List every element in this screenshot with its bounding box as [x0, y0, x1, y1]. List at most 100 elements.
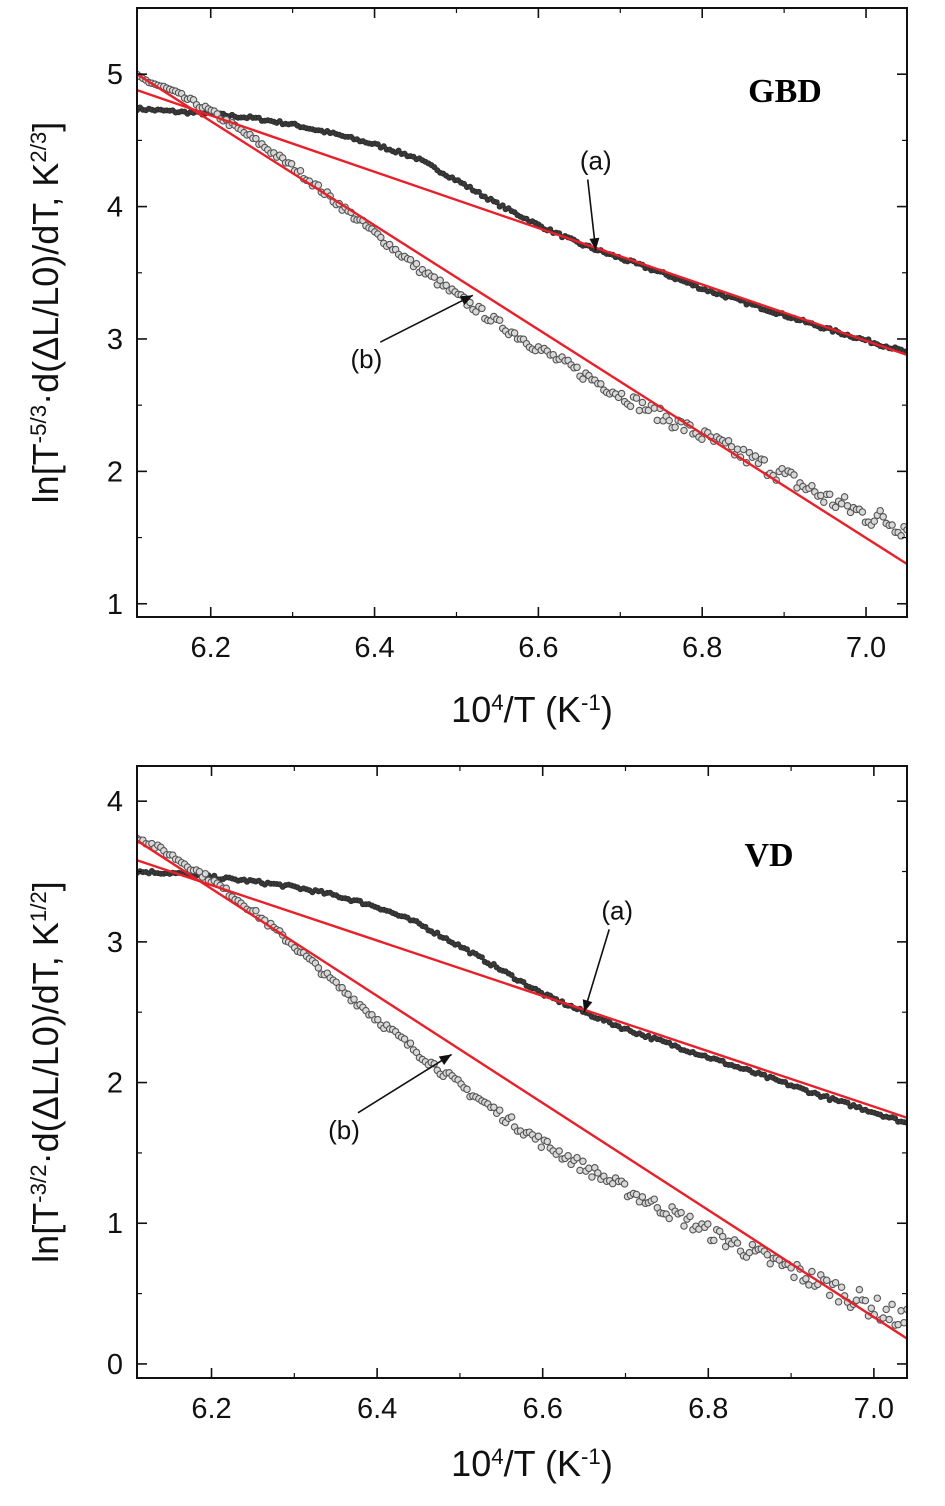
- data-point: [665, 416, 673, 425]
- data-point: [840, 493, 849, 501]
- data-point: [597, 380, 605, 388]
- data-point: [843, 502, 852, 510]
- data-point: [834, 1298, 843, 1306]
- data-point: [617, 389, 626, 398]
- data-point: [748, 1240, 757, 1249]
- x-tick-label: 6.4: [354, 632, 394, 664]
- annotation-arrow: [357, 1053, 453, 1114]
- data-point: [733, 445, 742, 453]
- data-point: [252, 906, 260, 915]
- data-point: [400, 1035, 409, 1043]
- data-point: [724, 437, 733, 445]
- panel-label: GBD: [748, 73, 822, 110]
- data-point: [704, 1220, 712, 1228]
- data-point: [790, 471, 798, 479]
- data-point: [463, 946, 470, 953]
- data-point: [686, 1212, 694, 1221]
- data-point: [436, 276, 444, 285]
- data-point: [635, 406, 644, 415]
- x-tick-label: 6.8: [688, 1393, 728, 1425]
- data-point: [858, 508, 867, 516]
- data-point: [434, 929, 441, 936]
- data-point: [897, 1307, 905, 1315]
- y-tick-label: 2: [107, 456, 123, 488]
- data-point: [588, 1173, 596, 1181]
- data-point: [564, 1152, 572, 1160]
- curve-label-b: (b): [328, 1115, 360, 1145]
- data-point: [837, 1283, 846, 1291]
- data-point: [718, 1232, 727, 1241]
- fit-line-b: [137, 73, 907, 566]
- data-point: [314, 964, 323, 972]
- fit-line-a: [137, 88, 907, 356]
- x-axis-title: 104/T (K-1): [451, 689, 613, 730]
- data-point: [493, 199, 500, 206]
- fit-line-a: [137, 859, 907, 1119]
- y-tick-label: 4: [107, 192, 123, 224]
- data-point: [873, 1294, 882, 1302]
- data-point: [855, 1285, 864, 1294]
- data-point: [861, 1296, 870, 1305]
- curve-label-b: (b): [350, 344, 382, 374]
- data-point: [638, 398, 647, 407]
- data-point: [671, 423, 679, 431]
- data-point: [805, 1281, 813, 1289]
- data-point: [252, 134, 260, 143]
- data-point: [820, 498, 828, 506]
- data-point: [534, 1132, 543, 1141]
- data-point: [594, 1169, 602, 1177]
- data-point: [620, 1180, 629, 1188]
- data-point: [822, 1276, 831, 1285]
- data-point: [490, 1103, 498, 1112]
- data-series-a: [137, 104, 907, 355]
- y-axis-title: ln[T-3/2·d(ΔL/L0)/dT, K1/2]: [25, 881, 66, 1263]
- data-point: [698, 435, 706, 443]
- x-tick-label: 6.6: [523, 1393, 563, 1425]
- plot-frame: [136, 7, 908, 618]
- data-point: [430, 273, 439, 281]
- data-point: [760, 456, 769, 464]
- annotation-arrow: [583, 929, 610, 1013]
- data-point: [882, 1305, 890, 1314]
- data-point: [870, 517, 879, 525]
- data-point: [350, 995, 358, 1003]
- data-point: [817, 491, 825, 500]
- data-point: [665, 1214, 673, 1223]
- y-tick-label: 1: [107, 589, 123, 621]
- data-point: [632, 394, 641, 402]
- data-point: [287, 160, 296, 168]
- data-point: [823, 1093, 830, 1100]
- curve-label-a: (a): [601, 895, 633, 925]
- data-point: [543, 1137, 552, 1146]
- data-point: [463, 1085, 471, 1094]
- data-point: [507, 1113, 516, 1121]
- y-tick-label: 3: [107, 927, 123, 959]
- annotation-arrow: [380, 294, 474, 343]
- data-series-b: [137, 834, 907, 1329]
- data-point: [879, 513, 887, 521]
- data-point: [201, 869, 210, 878]
- data-point: [867, 1304, 876, 1313]
- y-tick-label: 4: [107, 786, 123, 818]
- data-point: [825, 1291, 834, 1300]
- arrow-head: [438, 1054, 452, 1066]
- data-point: [808, 1267, 816, 1276]
- data-point: [680, 1222, 688, 1230]
- y-tick-label: 1: [107, 1208, 123, 1240]
- data-point: [802, 1275, 810, 1283]
- data-point: [638, 1193, 647, 1201]
- data-point: [751, 452, 760, 460]
- x-tick-label: 6.2: [191, 1393, 231, 1425]
- data-point: [475, 188, 482, 195]
- data-point: [520, 979, 527, 986]
- data-series-a: [137, 868, 907, 1126]
- data-point: [406, 255, 415, 264]
- data-point: [478, 954, 485, 961]
- arrow-head: [459, 295, 473, 306]
- data-point: [831, 503, 840, 512]
- panel-label: VD: [744, 837, 793, 874]
- arrow-head: [582, 999, 593, 1013]
- x-tick-label: 6.4: [357, 1393, 397, 1425]
- data-point: [478, 304, 486, 313]
